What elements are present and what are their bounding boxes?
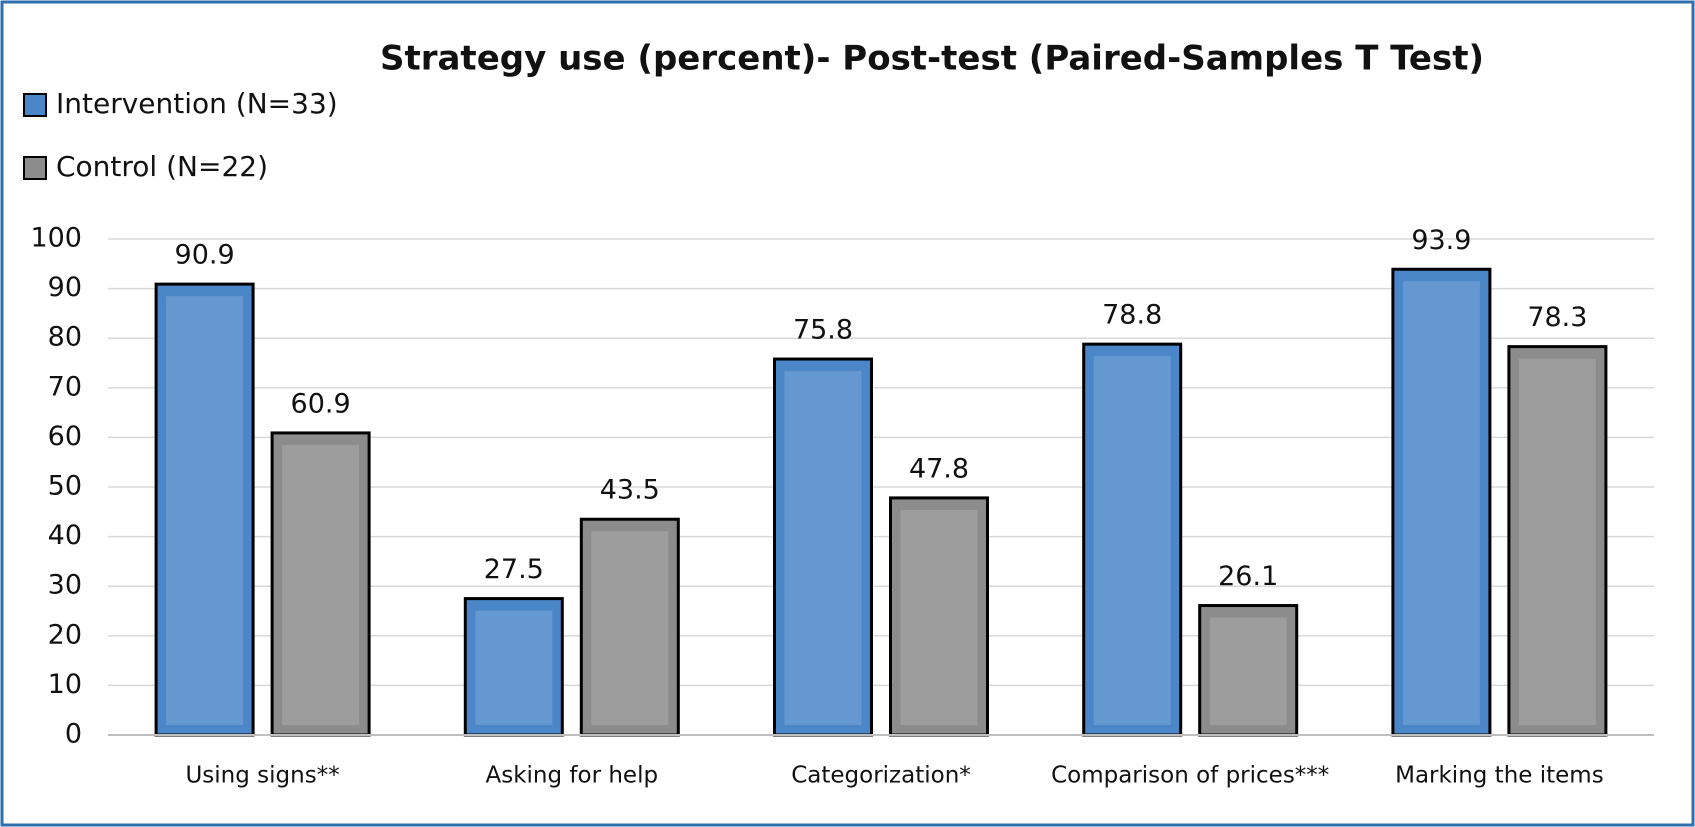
y-tick-label: 90 bbox=[48, 272, 82, 303]
y-tick-label: 100 bbox=[30, 223, 82, 254]
bar-highlight bbox=[282, 444, 360, 725]
bar-highlight bbox=[166, 296, 244, 725]
y-tick-label: 10 bbox=[48, 669, 82, 700]
value-label: 26.1 bbox=[1218, 561, 1278, 592]
bar-highlight bbox=[475, 610, 553, 725]
legend-swatch bbox=[23, 93, 47, 117]
legend-label: Intervention (N=33) bbox=[56, 87, 338, 120]
bar-highlight bbox=[1518, 358, 1596, 725]
chart-title: Strategy use (percent)- Post-test (Paire… bbox=[380, 39, 1484, 79]
y-tick-label: 60 bbox=[48, 421, 82, 452]
value-label: 60.9 bbox=[291, 388, 351, 419]
bar-highlight bbox=[1402, 281, 1480, 725]
value-label: 93.9 bbox=[1411, 225, 1471, 256]
x-tick-label: Comparison of prices*** bbox=[1051, 763, 1329, 789]
bar bbox=[579, 517, 680, 737]
legend-label: Control (N=22) bbox=[56, 150, 268, 183]
bar bbox=[154, 282, 255, 737]
y-tick-label: 20 bbox=[48, 619, 82, 650]
value-label: 78.8 bbox=[1102, 300, 1162, 331]
bar bbox=[773, 357, 873, 737]
bar-highlight bbox=[900, 509, 978, 725]
value-label: 90.9 bbox=[175, 240, 235, 271]
y-tick-label: 30 bbox=[48, 570, 82, 601]
bar bbox=[1198, 604, 1299, 737]
bar bbox=[1082, 342, 1183, 737]
bar bbox=[463, 597, 564, 737]
x-tick-label: Categorization* bbox=[791, 763, 971, 789]
bar bbox=[1507, 345, 1608, 737]
x-tick-label: Using signs** bbox=[185, 763, 339, 789]
bar-highlight bbox=[1093, 356, 1171, 725]
value-label: 43.5 bbox=[600, 475, 660, 506]
bar-highlight bbox=[591, 531, 669, 725]
legend-swatch bbox=[23, 156, 47, 180]
y-tick-label: 0 bbox=[65, 719, 82, 750]
y-tick-label: 70 bbox=[48, 371, 82, 402]
bar-highlight bbox=[784, 371, 862, 725]
x-tick-label: Asking for help bbox=[486, 763, 659, 789]
value-label: 47.8 bbox=[909, 453, 969, 484]
y-tick-label: 80 bbox=[48, 322, 82, 353]
bar-highlight bbox=[1209, 617, 1287, 725]
value-label: 78.3 bbox=[1527, 302, 1587, 333]
bar bbox=[889, 496, 989, 737]
value-label: 75.8 bbox=[793, 315, 853, 346]
bar bbox=[1391, 267, 1492, 737]
y-tick-label: 40 bbox=[48, 520, 82, 551]
bar bbox=[270, 431, 371, 737]
x-tick-label: Marking the items bbox=[1395, 763, 1604, 789]
y-tick-label: 50 bbox=[48, 471, 82, 502]
value-label: 27.5 bbox=[484, 554, 544, 585]
